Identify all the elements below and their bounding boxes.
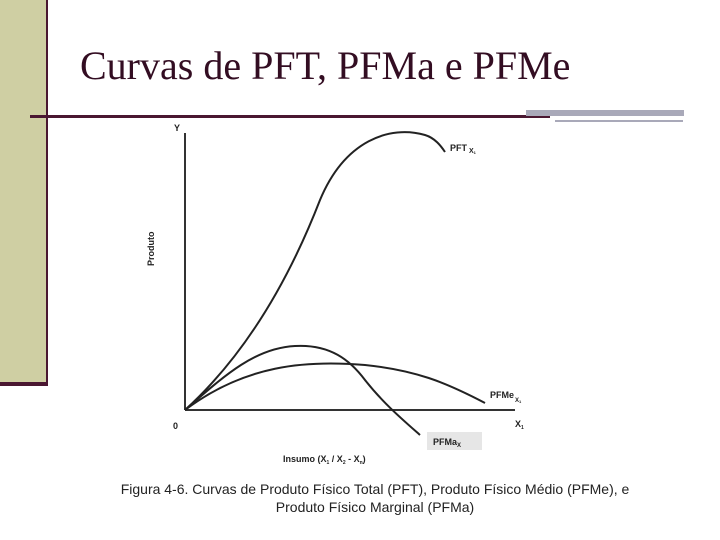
title-accent-line: [555, 120, 683, 122]
pfma-label-box: [427, 432, 482, 450]
pfme-curve: [184, 362, 486, 411]
caption-line-2: Produto Físico Marginal (PFMa): [275, 499, 475, 515]
production-curves-figure: Y Produto 0 X1 Insumo (X1 / X2 - Xn) PFT…: [145, 120, 550, 472]
slide-title: Curvas de PFT, PFMa e PFMe: [80, 43, 571, 88]
y-axis-letter: Y: [174, 123, 180, 133]
y-axis-title: Produto: [146, 231, 156, 266]
caption-line-1: Figura 4-6. Curvas de Produto Físico Tot…: [120, 481, 630, 497]
pft-curve: [184, 131, 446, 411]
pfme-label-subsub: 1: [519, 399, 522, 404]
pfma-label-main: PFMa: [433, 437, 458, 447]
pft-label-subsub: 1: [474, 150, 477, 155]
title-divider: [30, 115, 550, 118]
left-accent-band: [0, 0, 46, 383]
title-accent-bar: [526, 110, 684, 116]
pfma-curve: [184, 344, 421, 436]
figure-caption: Figura 4-6. Curvas de Produto Físico Tot…: [60, 480, 690, 516]
pfme-label-sub: X: [515, 398, 519, 404]
x-axis-title: Insumo (X1 / X2 - Xn): [283, 454, 366, 466]
pfma-label-sub: X: [457, 443, 461, 449]
x-axis-title-sub1: 1: [327, 460, 330, 466]
pfma-label: PFMaX: [433, 437, 461, 449]
pft-label: PFT X1: [450, 143, 477, 155]
x-axis-title-d: ): [363, 454, 366, 464]
pfme-label-main: PFMe: [490, 390, 514, 400]
x-axis-title-c: - X: [346, 454, 360, 464]
x-axis-title-a: Insumo (X: [283, 454, 327, 464]
x-axis-letter-sub: 1: [521, 425, 524, 431]
left-band-edge: [0, 382, 48, 386]
x-axis-title-sub2: 2: [343, 460, 346, 466]
origin-label: 0: [173, 421, 178, 431]
pfme-label: PFMeX1: [490, 390, 522, 404]
left-band-rule: [46, 0, 48, 386]
production-curves-svg: Y Produto 0 X1 Insumo (X1 / X2 - Xn) PFT…: [146, 123, 524, 466]
pft-label-sub: X: [469, 148, 474, 155]
pft-label-main: PFT: [450, 143, 468, 153]
x-axis-title-sub3: n: [360, 460, 363, 466]
x-axis-letter-main: X: [515, 419, 521, 429]
x-axis-letter: X1: [515, 419, 524, 431]
x-axis-title-b: / X: [329, 454, 343, 464]
